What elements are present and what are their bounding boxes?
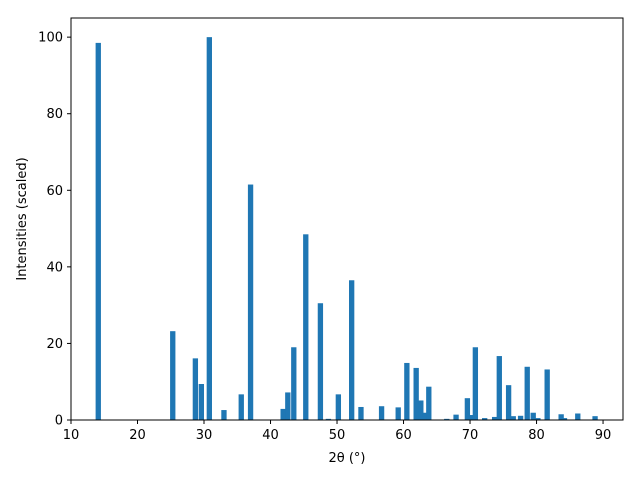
bar xyxy=(291,347,297,420)
x-axis-ticks: 10 20 30 40 50 60 70 80 90 xyxy=(63,420,612,443)
bar xyxy=(404,362,410,420)
bar-series xyxy=(95,37,598,420)
bar xyxy=(491,416,498,420)
bar xyxy=(464,398,471,420)
bar xyxy=(468,415,475,420)
y-axis-label: Intensities (scaled) xyxy=(15,157,30,280)
bar xyxy=(510,416,516,420)
bar xyxy=(170,331,176,420)
y-tick-label: 20 xyxy=(46,337,63,352)
bar xyxy=(303,234,309,420)
bar xyxy=(418,400,424,420)
bar xyxy=(192,358,199,420)
x-tick-label: 90 xyxy=(595,428,612,443)
y-tick-label: 60 xyxy=(46,184,63,199)
bar xyxy=(496,356,502,420)
x-tick-label: 50 xyxy=(329,428,346,443)
bar xyxy=(238,394,244,420)
bar xyxy=(247,184,254,420)
bar xyxy=(426,386,432,420)
x-axis-label: 2θ (°) xyxy=(328,451,365,466)
x-tick-label: 70 xyxy=(462,428,479,443)
bar xyxy=(530,412,536,420)
plot-frame xyxy=(70,17,624,421)
x-tick-label: 80 xyxy=(528,428,545,443)
bar xyxy=(335,394,342,420)
bar xyxy=(544,369,550,420)
bar xyxy=(206,37,212,420)
y-tick-label: 80 xyxy=(46,107,63,122)
bar xyxy=(444,418,450,420)
bar xyxy=(422,412,429,420)
bar xyxy=(358,406,364,420)
y-tick-label: 40 xyxy=(46,260,63,275)
bar xyxy=(285,392,291,420)
bar xyxy=(95,42,101,420)
bar xyxy=(592,416,598,420)
bar xyxy=(378,406,385,420)
bar xyxy=(317,303,324,420)
y-tick-label: 0 xyxy=(55,414,63,429)
y-tick-label: 100 xyxy=(38,31,63,46)
bar xyxy=(517,415,524,420)
x-tick-label: 40 xyxy=(262,428,279,443)
bar xyxy=(524,366,530,420)
bar xyxy=(482,418,488,420)
bar xyxy=(505,385,512,420)
bar xyxy=(198,384,205,420)
bar xyxy=(561,418,568,420)
bar xyxy=(221,410,227,420)
bar xyxy=(558,414,564,420)
x-tick-label: 30 xyxy=(196,428,213,443)
x-tick-label: 10 xyxy=(63,428,80,443)
bar xyxy=(453,414,459,420)
x-tick-label: 60 xyxy=(395,428,412,443)
bar xyxy=(280,408,286,420)
bar xyxy=(535,418,541,420)
bar xyxy=(325,418,332,420)
bar xyxy=(472,347,479,420)
y-axis-ticks: 0 20 40 60 80 100 xyxy=(38,31,71,429)
bar xyxy=(349,280,355,420)
bar xyxy=(575,413,581,420)
bar xyxy=(395,407,401,420)
x-tick-label: 20 xyxy=(129,428,146,443)
bar xyxy=(413,367,419,420)
